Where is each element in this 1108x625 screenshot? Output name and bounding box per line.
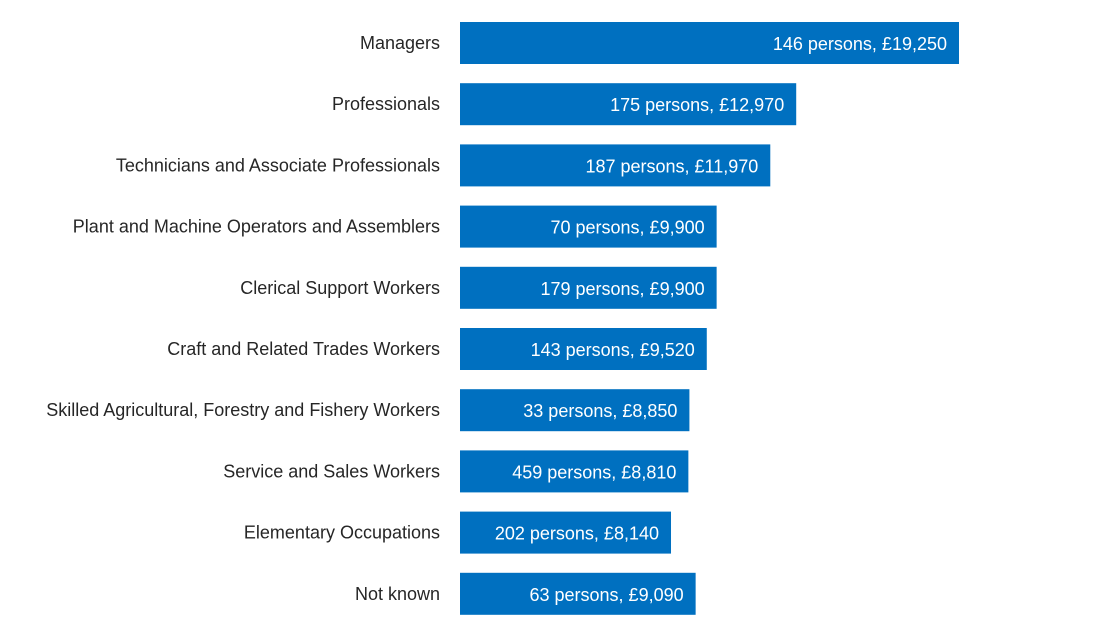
data-label: 63 persons, £9,090 (530, 585, 684, 605)
bar (460, 328, 707, 370)
category-label: Craft and Related Trades Workers (167, 339, 440, 359)
data-label: 146 persons, £19,250 (773, 34, 947, 54)
data-label: 70 persons, £9,900 (551, 218, 705, 238)
data-label: 202 persons, £8,140 (495, 524, 659, 544)
data-label: 175 persons, £12,970 (610, 95, 784, 115)
bar (460, 389, 690, 432)
bar (460, 205, 717, 248)
bar (460, 450, 689, 493)
data-label: 187 persons, £11,970 (585, 156, 758, 176)
category-label: Clerical Support Workers (240, 278, 440, 298)
category-label: Plant and Machine Operators and Assemble… (73, 217, 440, 237)
category-label: Professionals (332, 94, 440, 114)
category-label: Managers (360, 33, 440, 53)
bar (460, 266, 717, 309)
data-label: 459 persons, £8,810 (512, 462, 676, 482)
bar (460, 572, 696, 615)
category-label: Elementary Occupations (244, 523, 440, 543)
category-label: Service and Sales Workers (223, 461, 440, 481)
bar (460, 144, 771, 187)
category-label: Technicians and Associate Professionals (116, 155, 440, 175)
category-label: Skilled Agricultural, Forestry and Fishe… (46, 400, 440, 420)
data-label: 179 persons, £9,900 (540, 279, 704, 299)
data-label: 143 persons, £9,520 (531, 340, 695, 360)
bar (460, 22, 959, 64)
bar (460, 511, 672, 554)
bar (460, 83, 797, 126)
category-label: Not known (355, 584, 440, 604)
data-label: 33 persons, £8,850 (523, 401, 677, 421)
